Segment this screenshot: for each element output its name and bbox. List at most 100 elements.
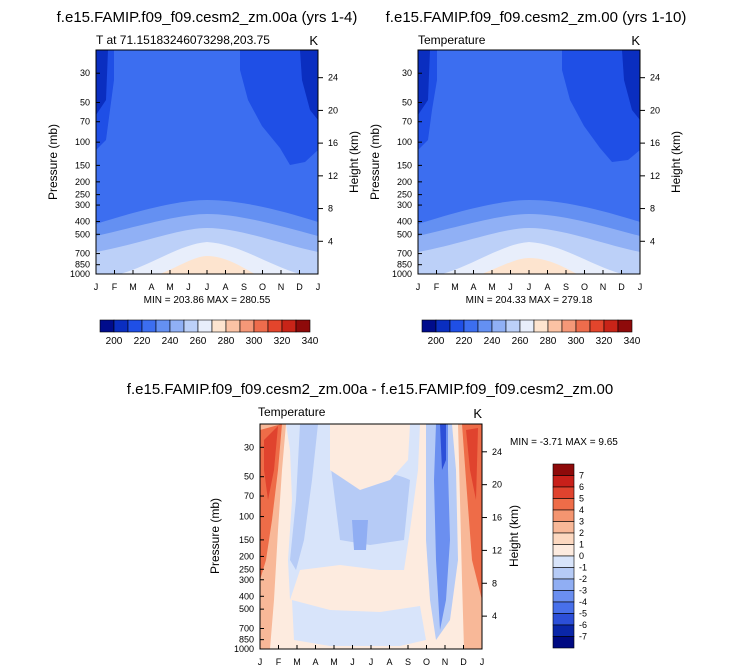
panel-3-band-minus3-center <box>352 520 368 550</box>
panel-2-title: f.e15.FAMIP.f09_f09.cesm2_zm.00 (yrs 1-1… <box>386 9 687 26</box>
y-right-tick-label: 12 <box>492 545 502 555</box>
panel-3-ylabel: Pressure (mb) <box>208 498 222 574</box>
y-tick-label: 1000 <box>392 269 412 279</box>
colorbar-swatch <box>552 532 575 545</box>
panel-2-subtitle: Temperature <box>418 33 486 47</box>
panel-1-units: K <box>309 33 318 48</box>
colorbar-swatch <box>552 624 575 637</box>
colorbar-swatch <box>211 319 227 333</box>
panel-2-units: K <box>631 33 640 48</box>
panel-3-band-0to1-upper <box>330 424 410 490</box>
y-tick-label: 850 <box>397 260 412 270</box>
panel-3-ylabel-right: Height (km) <box>507 505 521 567</box>
x-tick-label: O <box>423 657 430 667</box>
x-tick-label: D <box>460 657 467 667</box>
colorbar-swatch <box>141 319 157 333</box>
y-tick-label: 30 <box>80 68 90 78</box>
panel-3-band-minus6-right <box>440 424 446 470</box>
colorbar-swatch <box>547 319 563 333</box>
x-tick-label: S <box>563 282 569 292</box>
colorbar-label: 280 <box>540 336 557 347</box>
colorbar-swatch <box>552 544 575 557</box>
colorbar-swatch <box>603 319 619 333</box>
colorbar-swatch <box>552 463 575 476</box>
y-tick-label: 500 <box>75 229 90 239</box>
colorbar-label: -3 <box>579 586 587 596</box>
y-tick-label: 850 <box>239 635 254 645</box>
colorbar-swatch <box>519 319 535 333</box>
colorbar-label: -1 <box>579 563 587 573</box>
panel-1-band-220-east <box>240 50 318 165</box>
colorbar-swatch <box>552 486 575 499</box>
colorbar-swatch <box>113 319 129 333</box>
colorbar-label: 260 <box>190 336 207 347</box>
colorbar-label: 260 <box>512 336 529 347</box>
y-tick-label: 850 <box>75 260 90 270</box>
x-tick-label: A <box>312 657 318 667</box>
colorbar-swatch <box>225 319 241 333</box>
colorbar-label: 300 <box>246 336 263 347</box>
colorbar-swatch <box>552 636 575 649</box>
panel-2-stats: MIN = 204.33 MAX = 279.18 <box>466 295 593 306</box>
colorbar-label: -2 <box>579 574 587 584</box>
x-tick-label: J <box>350 657 355 667</box>
y-tick-label: 50 <box>244 472 254 482</box>
x-tick-label: M <box>129 282 137 292</box>
colorbar-swatch <box>435 319 451 333</box>
y-right-tick-label: 4 <box>492 611 497 621</box>
panel-2-band-220-east <box>562 50 640 162</box>
y-tick-label: 400 <box>397 217 412 227</box>
colorbar-label: 6 <box>579 482 584 492</box>
colorbar-label: 0 <box>579 551 584 561</box>
y-tick-label: 1000 <box>70 269 90 279</box>
colorbar-label: 240 <box>484 336 501 347</box>
colorbar-label: 240 <box>162 336 179 347</box>
y-tick-label: 250 <box>397 190 412 200</box>
colorbar-swatch <box>617 319 633 333</box>
colorbar-swatch <box>552 475 575 488</box>
y-tick-label: 250 <box>239 564 254 574</box>
colorbar-swatch <box>295 319 311 333</box>
colorbar-label: 320 <box>596 336 613 347</box>
colorbar-swatch <box>552 498 575 511</box>
y-tick-label: 700 <box>397 249 412 259</box>
panel-1: f.e15.FAMIP.f09_f09.cesm2_zm.00a (yrs 1-… <box>46 9 361 306</box>
colorbar-swatch <box>239 319 255 333</box>
colorbar-swatch <box>533 319 549 333</box>
panel-1-field <box>96 50 318 274</box>
x-tick-label: J <box>508 282 513 292</box>
x-tick-label: A <box>148 282 154 292</box>
panel-2-band-210-east <box>622 50 640 120</box>
y-tick-label: 1000 <box>234 644 254 654</box>
panel-3-band-right-4 <box>462 424 482 600</box>
y-tick-label: 50 <box>402 97 412 107</box>
panel-2-ylabel-right: Height (km) <box>669 131 683 193</box>
colorbar-label: -4 <box>579 597 587 607</box>
y-tick-label: 200 <box>239 551 254 561</box>
colorbar-swatch <box>552 590 575 603</box>
x-tick-label: J <box>316 282 321 292</box>
colorbar-swatch <box>589 319 605 333</box>
y-tick-label: 30 <box>402 68 412 78</box>
x-tick-label: J <box>527 282 532 292</box>
y-tick-label: 250 <box>75 190 90 200</box>
colorbar-label: -5 <box>579 609 587 619</box>
y-right-tick-label: 12 <box>328 171 338 181</box>
panel-3: f.e15.FAMIP.f09_f09.cesm2_zm.00a - f.e15… <box>127 381 618 667</box>
y-tick-label: 300 <box>397 200 412 210</box>
y-tick-label: 300 <box>75 200 90 210</box>
panel-2: f.e15.FAMIP.f09_f09.cesm2_zm.00 (yrs 1-1… <box>368 9 686 306</box>
colorbar-swatch <box>267 319 283 333</box>
x-tick-label: A <box>544 282 550 292</box>
y-tick-label: 200 <box>75 177 90 187</box>
colorbar-label: 280 <box>218 336 235 347</box>
y-tick-label: 150 <box>239 535 254 545</box>
colorbar-swatch <box>575 319 591 333</box>
panel-1-colorbar: 200 220 240 260 280 300 320 340 <box>99 319 319 347</box>
y-tick-label: 50 <box>80 97 90 107</box>
y-right-tick-label: 24 <box>492 447 502 457</box>
colorbar-label: 340 <box>302 336 319 347</box>
colorbar-label: 340 <box>624 336 641 347</box>
